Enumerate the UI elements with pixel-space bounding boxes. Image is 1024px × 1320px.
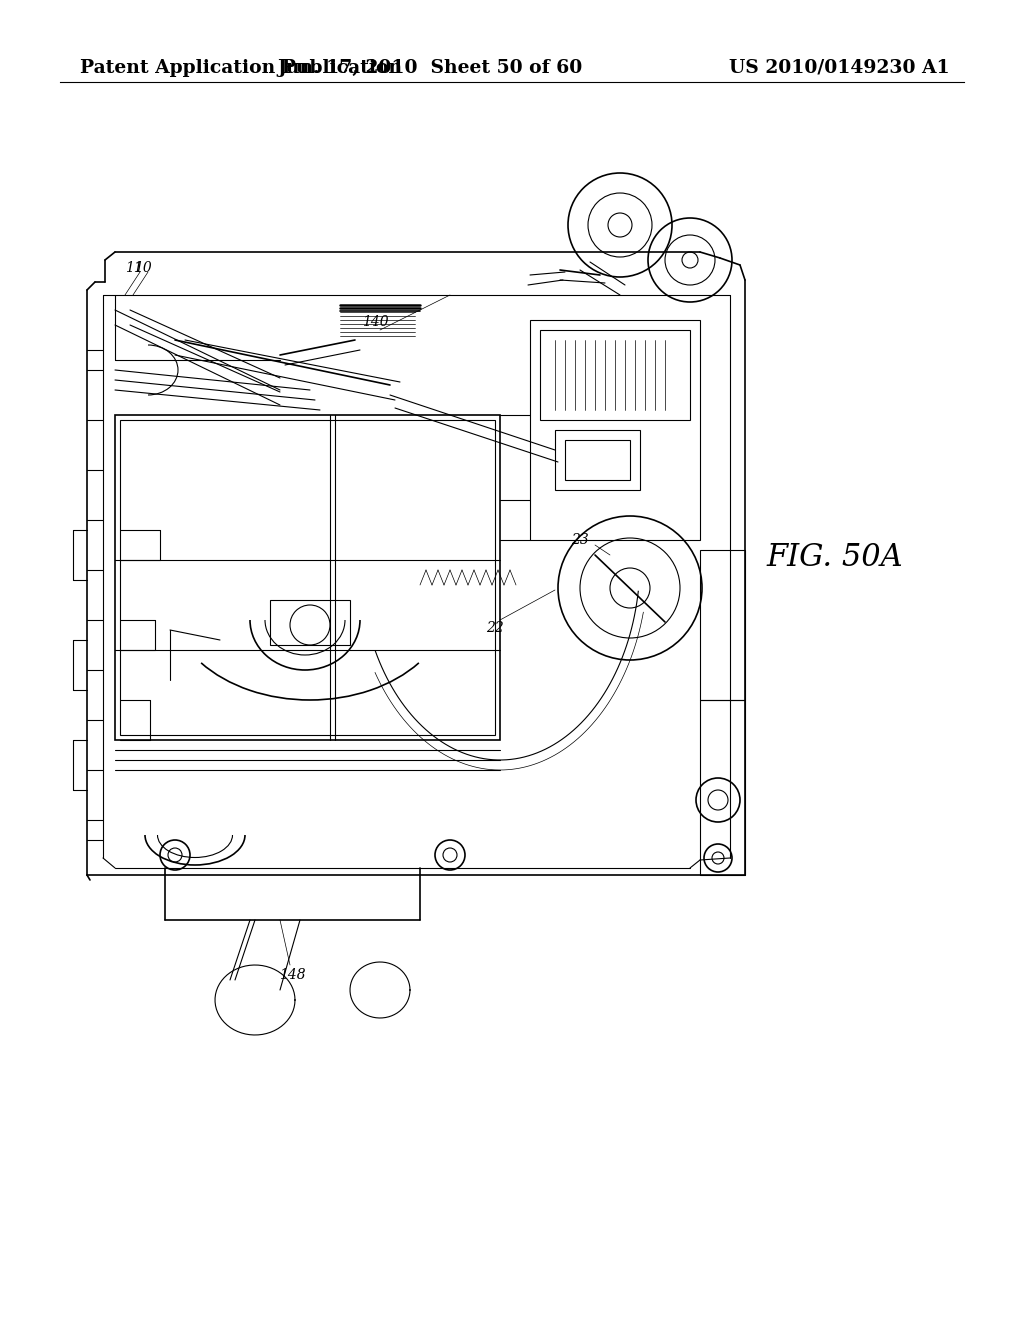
Bar <box>530 319 700 540</box>
Bar <box>270 601 350 645</box>
Text: 11: 11 <box>125 261 143 275</box>
Text: FIG. 50A: FIG. 50A <box>767 543 903 573</box>
Text: Patent Application Publication: Patent Application Publication <box>80 59 402 77</box>
Bar <box>120 420 495 735</box>
Bar <box>555 430 640 490</box>
Text: 148: 148 <box>279 968 305 982</box>
Text: 22: 22 <box>486 620 504 635</box>
Text: Jun. 17, 2010  Sheet 50 of 60: Jun. 17, 2010 Sheet 50 of 60 <box>278 59 583 77</box>
Text: 23: 23 <box>571 533 589 546</box>
Bar <box>540 330 690 420</box>
Text: 140: 140 <box>361 315 388 329</box>
Bar <box>115 414 500 741</box>
Bar <box>700 700 745 875</box>
Text: US 2010/0149230 A1: US 2010/0149230 A1 <box>729 59 950 77</box>
Text: 10: 10 <box>134 261 152 275</box>
Bar <box>565 440 630 480</box>
Bar <box>700 550 745 700</box>
